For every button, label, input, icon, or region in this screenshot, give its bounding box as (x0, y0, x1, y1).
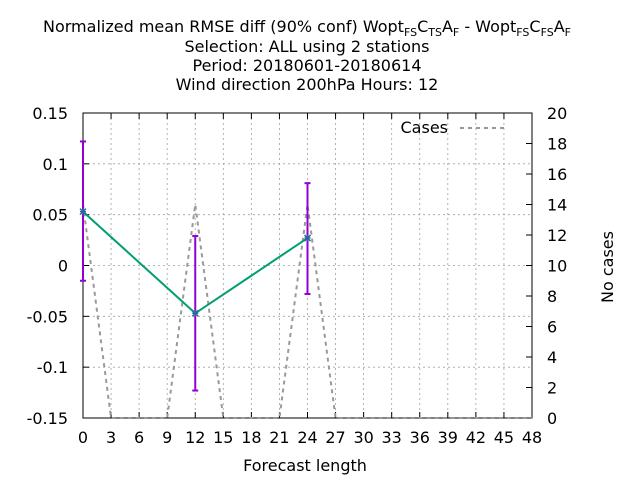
x-tick-label: 12 (185, 428, 205, 447)
x-tick-label: 24 (297, 428, 317, 447)
y2-tick-label: 4 (547, 348, 557, 367)
legend-label: Cases (401, 118, 449, 137)
grid (83, 113, 532, 418)
x-tick-label: 39 (438, 428, 458, 447)
chart-title-line-2: Selection: ALL using 2 stations (184, 37, 429, 56)
y2-tick-label: 8 (547, 287, 557, 306)
chart-title-main: Normalized mean RMSE diff (90% conf) Wop… (43, 17, 571, 39)
data-series (79, 127, 532, 419)
x-tick-label: 48 (522, 428, 542, 447)
y-tick-label: 0.1 (43, 155, 68, 174)
x-tick-label: 9 (162, 428, 172, 447)
y2-axis-label: No cases (598, 231, 617, 303)
x-tick-label: 45 (494, 428, 514, 447)
x-tick-label: 21 (269, 428, 289, 447)
y2-tick-label: 18 (547, 135, 567, 154)
y2-tick-label: 14 (547, 196, 567, 215)
y2-tick-label: 10 (547, 257, 567, 276)
x-tick-label: 27 (325, 428, 345, 447)
y-tick-label: 0.05 (32, 206, 68, 225)
x-axis-label: Forecast length (243, 456, 367, 475)
x-tick-label: 18 (241, 428, 261, 447)
y-tick-label: -0.15 (27, 409, 68, 428)
y-tick-label: -0.1 (37, 358, 68, 377)
y-tick-label: 0 (58, 257, 68, 276)
x-tick-label: 0 (78, 428, 88, 447)
chart-title-line-3: Period: 20180601-20180614 (192, 56, 421, 75)
cases-line (82, 204, 532, 419)
data-point (303, 234, 312, 242)
x-tick-label: 42 (466, 428, 486, 447)
y2-tick-label: 16 (547, 165, 567, 184)
y2-tick-label: 12 (547, 226, 567, 245)
y2-tick-label: 0 (547, 409, 557, 428)
x-tick-label: 36 (410, 428, 430, 447)
y2-tick-label: 2 (547, 379, 557, 398)
x-tick-label: 30 (353, 428, 373, 447)
y2-tick-label: 6 (547, 318, 557, 337)
y2-tick-label: 20 (547, 104, 567, 123)
x-tick-label: 6 (134, 428, 144, 447)
y-tick-label: -0.05 (27, 307, 68, 326)
axes: 0 3 6 9 12 15 18 21 24 27 30 33 36 39 42 45 480.150.10.0… (27, 104, 568, 447)
x-tick-label: 15 (213, 428, 233, 447)
x-tick-label: 33 (382, 428, 402, 447)
x-tick-label: 3 (106, 428, 116, 447)
chart-title-line-4: Wind direction 200hPa Hours: 12 (176, 75, 439, 94)
data-point (191, 309, 199, 317)
y-tick-label: 0.15 (32, 104, 68, 123)
data-point (79, 208, 87, 216)
